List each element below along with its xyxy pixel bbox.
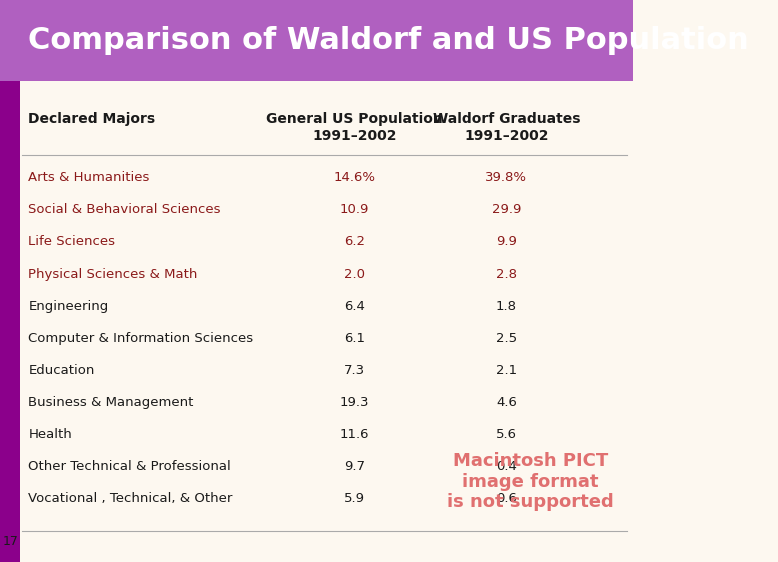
Text: Computer & Information Sciences: Computer & Information Sciences	[29, 332, 254, 345]
Text: Engineering: Engineering	[29, 300, 109, 312]
Text: 4.6: 4.6	[496, 396, 517, 409]
Text: 9.7: 9.7	[344, 460, 365, 473]
FancyBboxPatch shape	[0, 81, 20, 562]
Text: 0.6: 0.6	[496, 492, 517, 505]
Text: 2.0: 2.0	[344, 268, 365, 280]
Text: Vocational , Technical, & Other: Vocational , Technical, & Other	[29, 492, 233, 505]
Text: 6.4: 6.4	[344, 300, 365, 312]
Text: 2.8: 2.8	[496, 268, 517, 280]
Text: 10.9: 10.9	[340, 203, 370, 216]
Text: 5.9: 5.9	[344, 492, 365, 505]
Text: General US Population
1991–2002: General US Population 1991–2002	[266, 112, 443, 143]
Text: 0.4: 0.4	[496, 460, 517, 473]
Text: Arts & Humanities: Arts & Humanities	[29, 171, 150, 184]
FancyBboxPatch shape	[0, 0, 633, 81]
Text: 11.6: 11.6	[340, 428, 370, 441]
Text: 29.9: 29.9	[492, 203, 521, 216]
Text: Macintosh PICT
image format
is not supported: Macintosh PICT image format is not suppo…	[447, 452, 614, 511]
Text: 19.3: 19.3	[340, 396, 370, 409]
Text: Business & Management: Business & Management	[29, 396, 194, 409]
Text: 9.9: 9.9	[496, 235, 517, 248]
Text: 1.8: 1.8	[496, 300, 517, 312]
Text: Social & Behavioral Sciences: Social & Behavioral Sciences	[29, 203, 221, 216]
Text: Education: Education	[29, 364, 95, 377]
Text: 39.8%: 39.8%	[485, 171, 527, 184]
Text: 2.1: 2.1	[496, 364, 517, 377]
Text: 6.1: 6.1	[344, 332, 365, 345]
Text: Comparison of Waldorf and US Population: Comparison of Waldorf and US Population	[29, 26, 749, 55]
Text: 5.6: 5.6	[496, 428, 517, 441]
Text: Declared Majors: Declared Majors	[29, 112, 156, 126]
Text: Other Technical & Professional: Other Technical & Professional	[29, 460, 231, 473]
Text: Physical Sciences & Math: Physical Sciences & Math	[29, 268, 198, 280]
Text: 2.5: 2.5	[496, 332, 517, 345]
Text: 7.3: 7.3	[344, 364, 365, 377]
Text: Health: Health	[29, 428, 72, 441]
Text: Waldorf Graduates
1991–2002: Waldorf Graduates 1991–2002	[433, 112, 580, 143]
Text: Life Sciences: Life Sciences	[29, 235, 115, 248]
Text: 14.6%: 14.6%	[334, 171, 376, 184]
Text: 6.2: 6.2	[344, 235, 365, 248]
Text: 17: 17	[3, 535, 19, 548]
